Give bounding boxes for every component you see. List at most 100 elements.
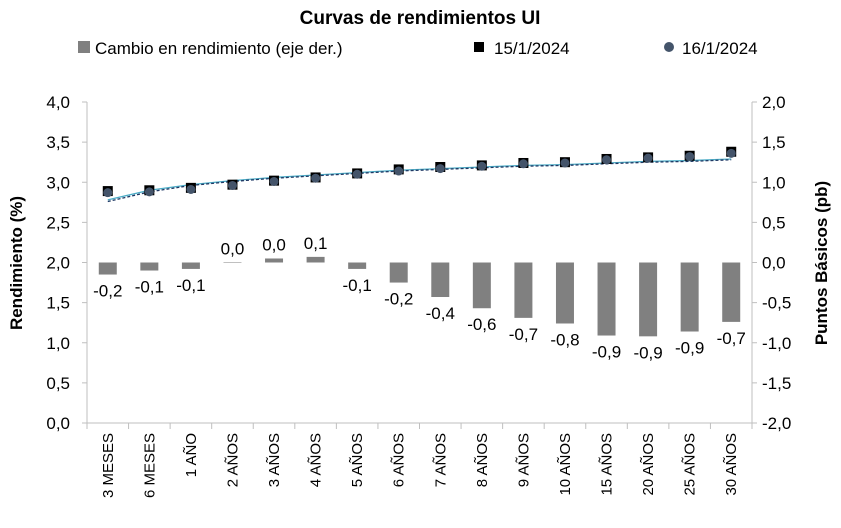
marker-circle [144,187,154,197]
x-category-label: 15 AÑOS [599,433,616,496]
y-tick-label: 2,5 [46,213,70,232]
y-tick-label: 0,5 [46,374,70,393]
x-category-label: 5 AÑOS [349,433,366,487]
bar-data-label: -0,2 [93,282,122,301]
bar [680,262,699,332]
chart-title: Curvas de rendimientos UI [300,8,541,29]
y-tick-label: 3,0 [46,173,70,192]
bar-data-label: -0,4 [426,304,455,323]
legend: Cambio en rendimiento (eje der.) 15/1/20… [78,39,758,58]
bar-data-label: 0,0 [262,235,286,254]
x-category-label: 6 AÑOS [391,433,408,487]
legend-swatch-bar [78,41,90,53]
x-category-label: 8 AÑOS [474,433,491,487]
marker-circle [643,153,653,163]
marker-circle [726,148,736,158]
y2-tick-label: 2,0 [762,93,786,112]
trendlines [107,158,732,203]
bar-data-labels: -0,2 -0,1 -0,1 0,0 0,0 0,1 -0,1 -0,2 -0,4 -0,6 -0,… [93,234,746,362]
marker-circle [394,166,404,176]
x-category-label: 3 AÑOS [266,433,283,487]
bar-data-label: -0,2 [384,290,413,309]
x-category-label: 4 AÑOS [308,433,325,487]
bar-data-label: -0,7 [509,325,538,344]
bar [514,262,533,318]
legend-label-date2: 16/1/2024 [682,39,758,58]
legend-swatch-circle [664,42,674,52]
y-axis-right-ticks: -2,0 -1,5 -1,0 -0,5 0,0 0,5 1,0 1,5 2,0 [752,93,791,433]
x-category-label: 10 AÑOS [557,433,574,496]
marker-circle [477,161,487,171]
trendline [107,158,732,201]
marker-circle [227,180,237,190]
bar [597,262,616,336]
y-tick-label: 1,0 [46,334,70,353]
y-tick-label: 3,5 [46,133,70,152]
marker-circle [560,158,570,168]
bar [722,262,741,322]
marker-series [102,146,737,198]
bar [555,262,574,324]
y-tick-label: 1,5 [46,294,70,313]
y-axis-right-title: Puntos Básicos (pb) [812,181,831,345]
bar [306,256,325,263]
y2-tick-label: 0,5 [762,213,786,232]
bar [140,262,159,271]
marker-circle [103,188,113,198]
y2-tick-label: -1,5 [762,374,791,393]
x-category-label: 2 AÑOS [224,433,241,487]
x-category-label: 30 AÑOS [723,433,740,496]
legend-label-bar: Cambio en rendimiento (eje der.) [95,39,343,58]
bar-data-label: -0,6 [467,315,496,334]
y2-tick-label: 1,5 [762,133,786,152]
y2-tick-label: 0,0 [762,254,786,273]
y-tick-label: 0,0 [46,414,70,433]
y-tick-label: 2,0 [46,254,70,273]
bar [472,262,491,309]
x-category-label: 6 MESES [141,433,158,498]
y2-tick-label: 1,0 [762,173,786,192]
bar-data-label: -0,9 [633,343,662,362]
y-tick-label: 4,0 [46,93,70,112]
bar-data-label: -0,9 [592,343,621,362]
bar [223,262,242,263]
trendline [107,159,732,203]
y2-tick-label: -0,5 [762,294,791,313]
bar-data-label: -0,7 [717,329,746,348]
marker-circle [518,159,528,169]
marker-circle [311,173,321,183]
marker-circle [352,169,362,179]
y2-tick-label: -2,0 [762,414,791,433]
marker-circle [186,184,196,194]
x-category-label: 3 MESES [100,433,117,498]
marker-circle [435,164,445,174]
x-category-label: 7 AÑOS [432,433,449,487]
legend-swatch-square [474,42,484,52]
bar-data-label: 0,1 [304,234,328,253]
bar-data-label: -0,1 [343,276,372,295]
bar [98,262,117,275]
y2-tick-label: -1,0 [762,334,791,353]
y-axis-left-title: Rendimiento (%) [7,196,26,330]
bar-data-label: 0,0 [221,240,245,259]
bar-data-label: -0,9 [675,339,704,358]
legend-label-date1: 15/1/2024 [494,39,570,58]
bar [348,262,367,269]
x-category-label: 1 AÑO [183,433,200,477]
bar [389,262,408,283]
x-category-label: 9 AÑOS [515,433,532,487]
bar-data-label: -0,8 [550,330,579,349]
bar [639,262,658,337]
bar [181,262,200,269]
bar-data-label: -0,1 [176,276,205,295]
marker-circle [269,176,279,186]
marker-circle [602,155,612,165]
bar [431,262,450,298]
bar [265,258,284,263]
bar-data-label: -0,1 [135,278,164,297]
marker-circle [685,152,695,162]
x-category-label: 20 AÑOS [640,433,657,496]
y-axis-left-ticks: 0,0 0,5 1,0 1,5 2,0 2,5 3,0 3,5 4,0 [46,93,87,433]
